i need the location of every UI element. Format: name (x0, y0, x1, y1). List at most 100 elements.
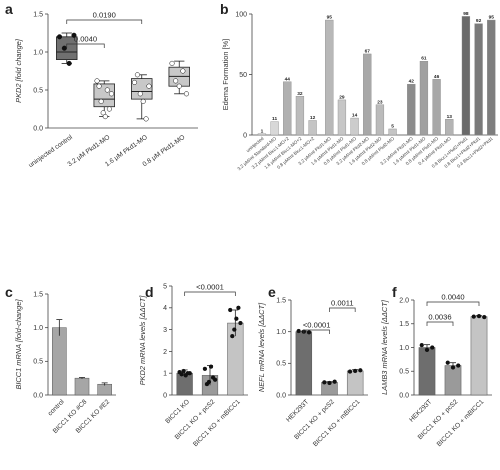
data-point (230, 333, 235, 339)
data-point (187, 371, 192, 376)
bar-value-label: 13 (447, 114, 453, 120)
p-value-label: 0.0040 (441, 293, 464, 302)
y-tick-label: 0.0 (33, 392, 43, 399)
data-point (61, 45, 67, 51)
category-label: HEK293T (285, 398, 310, 423)
y-axis-label: LAMB3 mRNA levels [ΔΔCT] (380, 299, 389, 395)
category-label: BICC1 KO + mBICC1 (436, 398, 486, 448)
bar-17 (487, 19, 496, 136)
data-point (206, 379, 212, 385)
p-value-label: <0.0001 (303, 321, 331, 330)
y-axis-label: BICC1 mRNA [fold-change] (14, 299, 23, 390)
significance-bracket (184, 291, 236, 296)
panel-a: 0.0 0.5 1.0 1.5 PKD2 [fold change] 0.0040 0.01… (14, 11, 198, 169)
y-tick-label: 1.0 (399, 345, 409, 352)
bar-0 (418, 347, 436, 396)
data-point (183, 91, 190, 97)
data-point (424, 347, 430, 353)
data-point (106, 106, 112, 112)
bar-value-label: 5 (391, 123, 394, 129)
y-tick-label: 5 (163, 283, 167, 290)
data-point (140, 98, 146, 104)
y-tick-label: 2.0 (399, 297, 409, 304)
bar-9 (375, 104, 385, 136)
bar-value-label: 12 (310, 115, 316, 121)
panel-c: 0.0 0.5 1.0 1.5 BICC1 mRNA [fold-change] cont… (14, 291, 116, 435)
data-point (234, 316, 239, 321)
data-point (104, 87, 110, 93)
y-axis-label: PKD2 mRNA levels [ΔΔCT] (138, 295, 147, 386)
data-point (456, 363, 461, 368)
significance-bracket (66, 43, 105, 48)
y-tick-label: 3 (163, 327, 167, 334)
significance-bracket (303, 329, 330, 334)
p-value-label: 0.0036 (428, 313, 451, 322)
data-point (146, 83, 152, 89)
bar-11 (407, 83, 416, 136)
bar-value-label: 95 (327, 15, 333, 21)
y-tick-label: 0.5 (276, 361, 286, 368)
bar-value-label: 92 (476, 18, 482, 24)
data-point (419, 342, 424, 348)
y-tick-label: 0.0 (399, 392, 409, 399)
data-point (332, 379, 337, 384)
panel-letter-c: c (5, 284, 13, 300)
bar-16 (474, 23, 483, 136)
y-axis-label: PKD2 [fold change] (14, 38, 23, 103)
data-point (131, 79, 138, 85)
data-point (358, 368, 363, 373)
data-point (179, 372, 184, 377)
data-point (353, 368, 358, 374)
y-tick-label: 0.5 (399, 369, 409, 376)
data-point (71, 32, 77, 38)
data-point (236, 305, 241, 310)
bar-value-label: 98 (463, 11, 469, 17)
bar-value-label: 14 (352, 113, 358, 119)
bar-0 (257, 133, 267, 136)
panel-letter-a: a (5, 1, 13, 17)
bar-2 (470, 316, 488, 396)
data-point (306, 330, 312, 335)
bar-value-label: 95 (489, 15, 495, 21)
y-tick-label: 0.0 (33, 125, 43, 132)
category-label: BICC1 KO (164, 398, 191, 425)
y-axis-label: Edema Formation [%] (221, 39, 230, 110)
panel-f: 0.0 0.5 1.0 1.5 2.0 LAMB3 mRNA levels [ΔΔCT] 0… (380, 293, 492, 448)
data-point (471, 314, 476, 319)
bar-12 (419, 60, 429, 136)
bar-value-label: 32 (297, 91, 303, 97)
y-tick-label: 1.0 (276, 329, 286, 336)
y-tick-label: 1.5 (276, 297, 286, 304)
data-point (430, 345, 435, 350)
bar-3 (295, 96, 305, 136)
data-point (143, 116, 149, 122)
data-point (180, 68, 186, 74)
data-point (322, 380, 327, 385)
data-point (137, 91, 143, 97)
significance-bracket (329, 307, 356, 312)
data-point (173, 78, 179, 84)
bar-5 (325, 19, 334, 136)
bar-1 (74, 377, 90, 396)
data-point (96, 83, 102, 89)
data-point (181, 368, 186, 374)
p-value-label: 0.0011 (331, 299, 354, 308)
category-label: BICC1 KO + mBICC1 (192, 398, 242, 448)
y-axis-label: NEFL mRNA levels [ΔΔCT] (257, 302, 266, 392)
p-value-label: <0.0001 (196, 283, 224, 292)
data-point (232, 327, 237, 332)
panel-letter-d: d (145, 284, 154, 300)
bar-1 (270, 121, 279, 136)
y-tick-label: 0 (243, 132, 247, 139)
bar-8 (363, 53, 372, 136)
significance-bracket (426, 301, 480, 306)
panel-letter-e: e (268, 284, 276, 300)
y-tick-label: 1 (163, 371, 167, 378)
y-tick-label: 1.5 (33, 11, 43, 18)
data-point (134, 72, 140, 78)
bar-6 (337, 99, 347, 136)
bar-value-label: 67 (365, 48, 371, 54)
bar-0 (52, 327, 67, 396)
bar-0 (295, 331, 313, 396)
